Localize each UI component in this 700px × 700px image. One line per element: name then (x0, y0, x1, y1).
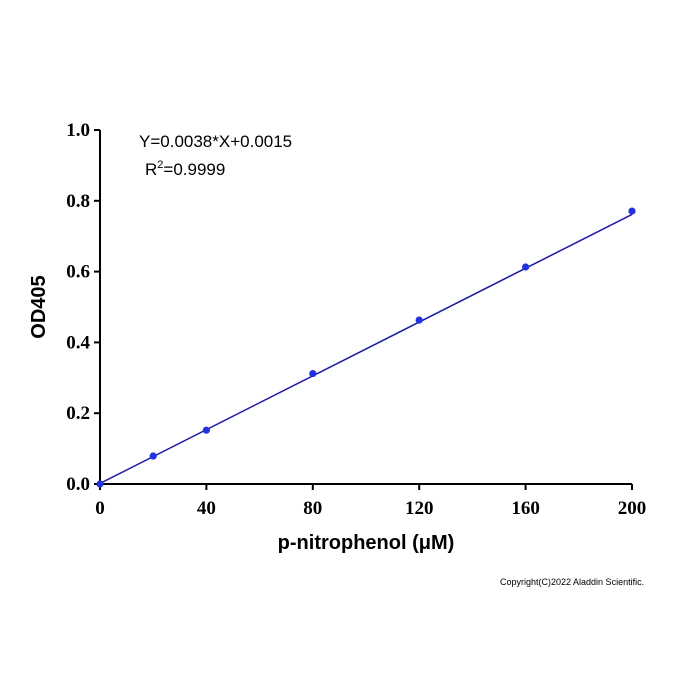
y-tick-label: 0.0 (66, 474, 90, 495)
copyright-note: Copyright(C)2022 Aladdin Scientific. (500, 577, 645, 587)
data-point (149, 452, 157, 460)
r-squared-superscript: 2 (157, 159, 163, 171)
y-tick-label: 0.6 (66, 262, 90, 283)
r-squared-value: =0.9999 (163, 160, 225, 179)
y-tick-label: 0.8 (66, 191, 90, 212)
r-squared-label: R2=0.9999 (145, 159, 225, 179)
y-tick-label: 1.0 (66, 120, 90, 141)
data-point (96, 480, 104, 488)
tick-labels: 0.0 0.2 0.4 0.6 0.8 1.0 0 40 80 120 160 200 (66, 120, 646, 519)
r-squared-letter: R (145, 160, 157, 179)
data-point (522, 263, 530, 271)
y-axis-title: OD405 (28, 275, 50, 338)
x-tick-label: 200 (618, 498, 647, 519)
y-tick-label: 0.4 (66, 332, 90, 353)
x-tick-label: 80 (303, 498, 322, 519)
axes (94, 129, 633, 490)
x-tick-label: 40 (197, 498, 216, 519)
data-point (628, 207, 636, 215)
data-points (96, 207, 636, 488)
fit-equation: Y=0.0038*X+0.0015 (139, 132, 292, 151)
data-point (309, 369, 317, 378)
data-point (202, 426, 210, 434)
data-point (415, 316, 423, 324)
x-tick-label: 0 (95, 498, 105, 519)
y-tick-label: 0.2 (66, 403, 90, 424)
x-axis-title: p-nitrophenol (μM) (278, 532, 455, 554)
fit-line-group (99, 213, 633, 485)
x-tick-label: 120 (405, 498, 434, 519)
x-tick-label: 160 (511, 498, 540, 519)
fit-line (99, 213, 633, 485)
